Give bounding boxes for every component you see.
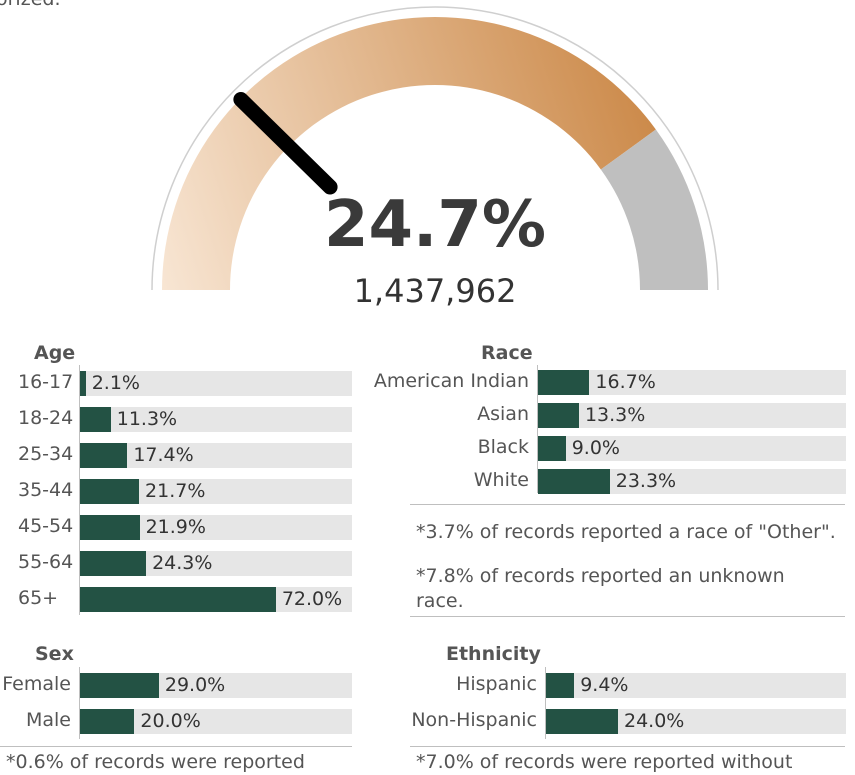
- ethnicity-value-0: 9.4%: [580, 674, 629, 696]
- sex-note: *0.6% of records were reported: [6, 751, 305, 773]
- race-value-3: 23.3%: [615, 470, 677, 492]
- race-label-1: Asian: [477, 403, 529, 425]
- sex-track-0: 29.0%: [80, 673, 352, 698]
- race-bar-3: [538, 469, 610, 494]
- gauge: [151, 6, 719, 291]
- ethnicity-note: *7.0% of records were reported without: [416, 751, 793, 773]
- age-label-5: 55-64: [18, 551, 74, 573]
- sex-title: Sex: [35, 643, 74, 665]
- age-bar-3: [80, 479, 140, 504]
- ethnicity-value-1: 24.0%: [624, 710, 685, 732]
- age-label-1: 18-24: [18, 407, 74, 429]
- race-track-0: 16.7%: [538, 370, 846, 395]
- race-value-1: 13.3%: [584, 404, 646, 426]
- race-label-2: Black: [477, 436, 529, 458]
- gauge-remaining-arc: [600, 129, 708, 290]
- age-label-0: 16-17: [18, 371, 74, 393]
- top-cut-text: orized.: [0, 0, 60, 10]
- age-track-5: 24.3%: [80, 551, 352, 576]
- gauge-outline: [151, 6, 719, 291]
- race-value-0: 16.7%: [595, 371, 656, 393]
- age-bar-5: [80, 551, 147, 576]
- age-track-6: 72.0%: [80, 587, 352, 612]
- age-value-4: 21.9%: [145, 516, 206, 538]
- race-title: Race: [481, 342, 533, 364]
- age-bar-2: [80, 443, 128, 468]
- age-bar-6: [80, 587, 276, 612]
- age-value-6: 72.0%: [281, 588, 343, 610]
- sex-label-0: Female: [2, 673, 71, 695]
- age-label-2: 25-34: [18, 443, 74, 465]
- race-axis: [537, 365, 538, 493]
- sex-bar-1: [80, 709, 135, 734]
- age-title: Age: [34, 342, 76, 364]
- race-note-unknown: *7.8% of records reported an unknown rac…: [416, 565, 785, 612]
- sex-value-0: 29.0%: [164, 674, 226, 696]
- age-track-0: 2.1%: [80, 371, 352, 396]
- gauge-needle: [233, 91, 338, 195]
- race-label-0: American Indian: [373, 370, 529, 392]
- ethnicity-title: Ethnicity: [446, 643, 541, 665]
- age-value-5: 24.3%: [152, 552, 213, 574]
- age-bar-4: [80, 515, 140, 540]
- gauge-filled-arc: [162, 17, 656, 291]
- ethnicity-divider: [410, 746, 845, 747]
- age-value-0: 2.1%: [91, 372, 140, 394]
- race-track-2: 9.0%: [538, 436, 846, 461]
- sex-label-1: Male: [25, 709, 71, 731]
- age-label-3: 35-44: [18, 479, 74, 501]
- sex-track-1: 20.0%: [80, 709, 352, 734]
- age-bar-0: [80, 371, 86, 396]
- ethnicity-track-1: 24.0%: [546, 709, 846, 734]
- age-bar-1: [80, 407, 111, 432]
- age-label-4: 45-54: [18, 515, 74, 537]
- age-label-6: 65+: [18, 587, 59, 609]
- sex-axis: [79, 667, 80, 739]
- ethnicity-bar-0: [546, 673, 575, 698]
- race-track-1: 13.3%: [538, 403, 846, 428]
- sex-divider: [0, 746, 352, 747]
- gauge-count: 1,437,962: [353, 272, 517, 310]
- age-track-4: 21.9%: [80, 515, 352, 540]
- ethnicity-label-0: Hispanic: [456, 673, 537, 695]
- race-bar-1: [538, 403, 579, 428]
- race-bottom-divider: [410, 616, 845, 617]
- age-axis: [79, 365, 80, 615]
- ethnicity-bar-1: [546, 709, 618, 734]
- age-track-1: 11.3%: [80, 407, 352, 432]
- race-note-other: *3.7% of records reported a race of "Oth…: [416, 521, 836, 543]
- sex-bar-0: [80, 673, 159, 698]
- age-value-3: 21.7%: [145, 480, 206, 502]
- race-bar-2: [538, 436, 566, 461]
- ethnicity-label-1: Non-Hispanic: [411, 709, 537, 731]
- race-divider: [410, 504, 845, 505]
- race-track-3: 23.3%: [538, 469, 846, 494]
- race-value-2: 9.0%: [571, 437, 620, 459]
- race-label-3: White: [473, 469, 529, 491]
- sex-value-1: 20.0%: [140, 710, 201, 732]
- age-value-2: 17.4%: [133, 444, 194, 466]
- age-track-3: 21.7%: [80, 479, 352, 504]
- age-value-1: 11.3%: [116, 408, 178, 430]
- race-bar-0: [538, 370, 590, 395]
- age-track-2: 17.4%: [80, 443, 352, 468]
- gauge-percent: 24.7%: [323, 188, 547, 262]
- ethnicity-axis: [545, 667, 546, 739]
- ethnicity-track-0: 9.4%: [546, 673, 846, 698]
